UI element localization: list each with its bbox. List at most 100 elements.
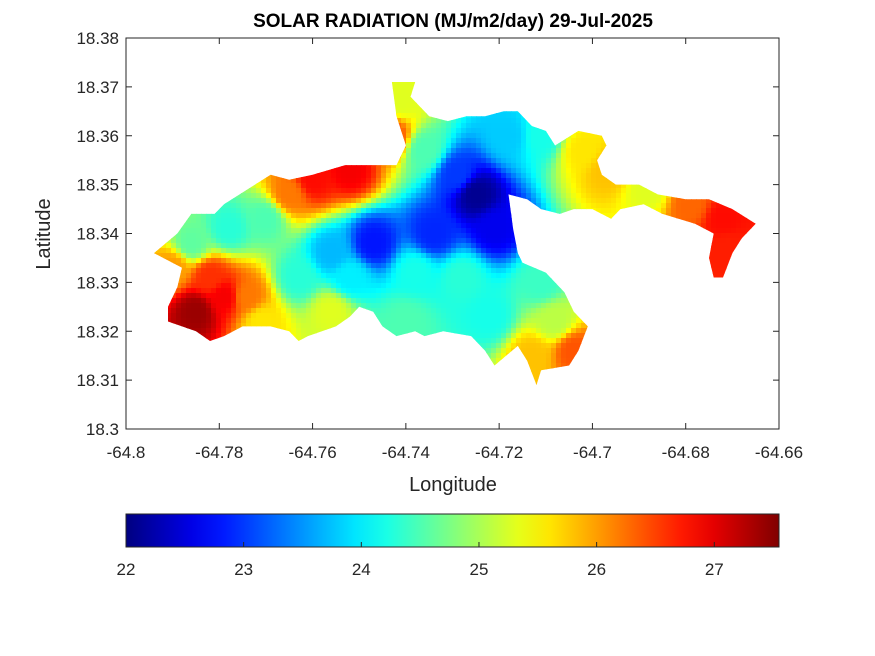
heat-cell <box>541 158 547 164</box>
heat-cell <box>691 198 697 204</box>
heat-cell <box>461 188 467 194</box>
heat-cell <box>406 153 412 159</box>
heat-cell <box>486 183 492 189</box>
heat-cell <box>596 198 602 204</box>
heat-cell <box>466 198 472 204</box>
heat-cell <box>451 213 457 219</box>
heat-cell <box>541 128 547 134</box>
heat-cell <box>491 123 497 129</box>
heat-cell <box>546 143 552 149</box>
heat-cell <box>466 178 472 184</box>
heat-cell <box>286 223 292 229</box>
heat-cell <box>346 203 352 209</box>
heat-cell <box>376 213 382 219</box>
heat-cell <box>386 188 392 194</box>
heat-cell <box>371 198 377 204</box>
heat-cell <box>496 158 502 164</box>
heat-cell <box>356 208 362 214</box>
heat-cell <box>491 138 497 144</box>
heat-cell <box>401 163 407 169</box>
heat-cell <box>381 213 387 219</box>
heat-cell <box>406 213 412 219</box>
heat-cell <box>236 208 242 214</box>
heat-cell <box>296 183 302 189</box>
heat-cell <box>231 213 237 219</box>
heat-cell <box>351 218 357 224</box>
heat-cell <box>491 118 497 124</box>
heat-cell <box>521 148 527 154</box>
heat-cell <box>461 143 467 149</box>
heat-cell <box>456 193 462 199</box>
heat-cell <box>531 158 537 164</box>
heat-cell <box>436 218 442 224</box>
heat-cell <box>301 183 307 189</box>
heat-cell <box>706 203 712 209</box>
heat-cell <box>281 218 287 224</box>
heat-cell <box>551 203 557 209</box>
heat-cell <box>356 203 362 209</box>
heat-cell <box>551 153 557 159</box>
heat-cell <box>541 163 547 169</box>
heat-cell <box>321 173 327 179</box>
heat-cell <box>626 198 632 204</box>
heat-cell <box>361 188 367 194</box>
heat-cell <box>511 183 517 189</box>
heat-cell <box>381 188 387 194</box>
heat-cell <box>686 213 692 219</box>
heat-cell <box>686 203 692 209</box>
heat-cell <box>246 213 252 219</box>
heat-cell <box>401 198 407 204</box>
heat-cell <box>211 228 217 234</box>
heat-cell <box>461 203 467 209</box>
heat-cell <box>701 218 707 224</box>
heat-cell <box>421 213 427 219</box>
heat-cell <box>346 188 352 194</box>
heat-cell <box>416 103 422 109</box>
heat-cell <box>516 113 522 119</box>
heat-cell <box>566 163 572 169</box>
heat-cell <box>751 223 756 229</box>
heat-cell <box>276 208 282 214</box>
heat-cell <box>446 208 452 214</box>
heat-cell <box>416 178 422 184</box>
heat-cell <box>181 228 187 234</box>
heat-cell <box>496 183 502 189</box>
heat-cell <box>596 138 602 144</box>
heat-cell <box>296 218 302 224</box>
heat-cell <box>291 198 297 204</box>
heat-cell <box>336 218 342 224</box>
heat-cell <box>236 213 242 219</box>
heat-cell <box>641 188 647 194</box>
heat-cell <box>746 223 752 229</box>
heat-cell <box>521 128 527 134</box>
heat-cell <box>451 148 457 154</box>
heat-cell <box>391 83 397 89</box>
heat-cell <box>596 173 602 179</box>
heat-cell <box>621 188 627 194</box>
heat-cell <box>566 173 572 179</box>
heat-cell <box>556 143 562 149</box>
heat-cell <box>316 183 322 189</box>
heat-cell <box>596 133 602 139</box>
heat-cell <box>346 223 352 229</box>
heat-cell <box>546 198 552 204</box>
heat-cell <box>376 178 382 184</box>
heat-cell <box>586 193 592 199</box>
heat-cell <box>551 188 557 194</box>
heat-cell <box>571 138 577 144</box>
heat-cell <box>286 188 292 194</box>
heat-cell <box>291 208 297 214</box>
heat-cell <box>396 223 402 229</box>
heat-cell <box>256 188 262 194</box>
heat-cell <box>451 223 457 229</box>
heat-cell <box>691 218 697 224</box>
heat-cell <box>741 218 747 224</box>
heat-cell <box>431 143 437 149</box>
heat-cell <box>436 208 442 214</box>
heat-cell <box>636 193 642 199</box>
heat-cell <box>551 193 557 199</box>
heat-cell <box>351 198 357 204</box>
heat-cell <box>391 198 397 204</box>
heat-cell <box>476 163 482 169</box>
